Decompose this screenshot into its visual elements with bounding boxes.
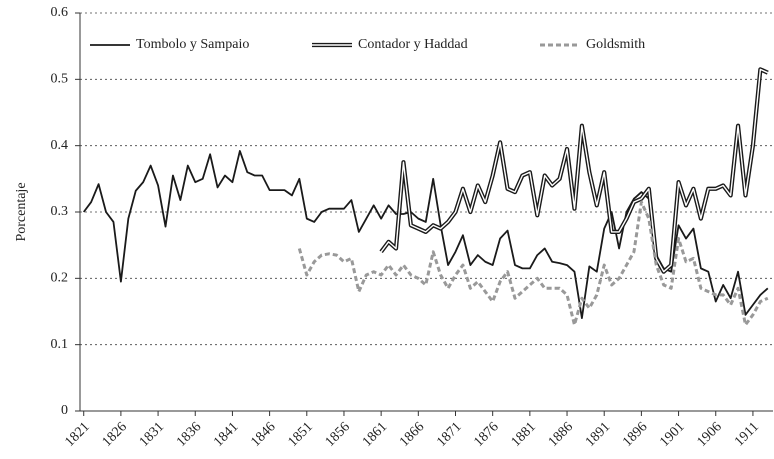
x-tick-label: 1871 xyxy=(434,419,464,449)
x-tick-label: 1851 xyxy=(285,419,315,449)
x-tick-label: 1861 xyxy=(360,419,390,449)
y-tick-label: 0 xyxy=(61,403,68,418)
y-tick-label: 0.1 xyxy=(51,337,69,352)
x-tick-label: 1836 xyxy=(174,419,204,449)
x-tick-label: 1876 xyxy=(471,419,501,449)
x-tick-label: 1821 xyxy=(62,419,92,449)
y-tick-label: 0.5 xyxy=(51,72,69,87)
x-tick-label: 1911 xyxy=(732,419,762,449)
x-tick-label: 1841 xyxy=(211,419,241,449)
x-tick-label: 1866 xyxy=(397,419,427,449)
series-line xyxy=(82,150,769,320)
legend-bg xyxy=(86,35,286,55)
x-tick-label: 1901 xyxy=(657,419,687,449)
x-tick-label: 1896 xyxy=(620,419,650,449)
series-line xyxy=(297,200,769,327)
x-tick-label: 1906 xyxy=(694,419,724,449)
x-tick-label: 1826 xyxy=(100,419,130,449)
y-axis-label: Porcentaje xyxy=(14,182,29,241)
legend-label: Goldsmith xyxy=(586,37,645,52)
x-tick-label: 1886 xyxy=(546,419,576,449)
series-line xyxy=(379,67,769,274)
legend-bg xyxy=(536,35,736,55)
series-line-inner xyxy=(380,68,769,273)
x-tick-label: 1846 xyxy=(248,419,278,449)
y-tick-label: 0.4 xyxy=(51,138,69,153)
x-tick-label: 1831 xyxy=(137,419,167,449)
legend-label: Tombolo y Sampaio xyxy=(136,37,249,52)
y-tick-label: 0.2 xyxy=(51,271,69,286)
legend-bg xyxy=(308,35,518,55)
y-tick-label: 0.3 xyxy=(51,204,69,219)
x-tick-label: 1891 xyxy=(583,419,613,449)
x-tick-label: 1856 xyxy=(323,419,353,449)
y-tick-label: 0.6 xyxy=(51,5,69,20)
legend-label: Contador y Haddad xyxy=(358,37,468,52)
x-tick-label: 1881 xyxy=(509,419,539,449)
